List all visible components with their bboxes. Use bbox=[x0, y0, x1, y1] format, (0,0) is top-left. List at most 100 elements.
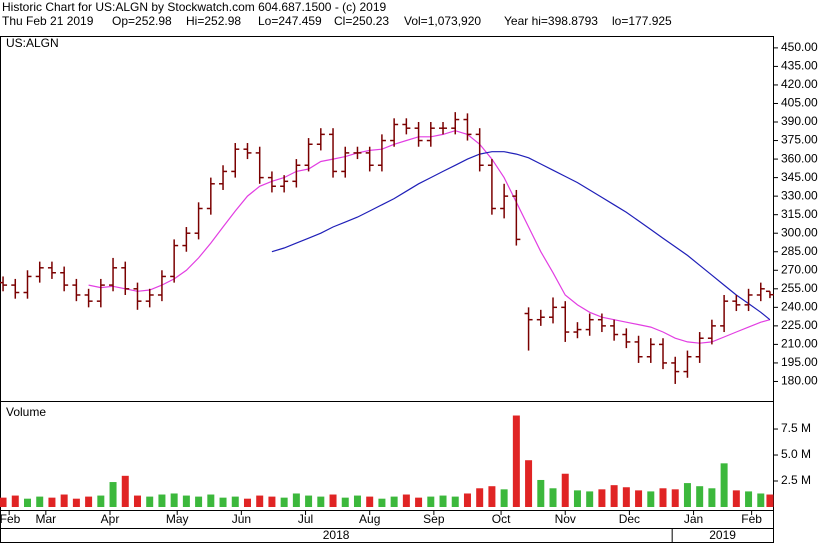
volume-bar bbox=[766, 494, 774, 507]
moving-average bbox=[271, 151, 771, 321]
volume-bar bbox=[451, 496, 459, 507]
volume-bar bbox=[598, 489, 606, 507]
header-stat: Cl=250.23 bbox=[334, 14, 389, 28]
y-tick-label: 225.00 bbox=[781, 318, 818, 332]
y-tick-label: 375.00 bbox=[781, 133, 818, 147]
volume-bar bbox=[549, 488, 557, 507]
volume-label: Volume bbox=[6, 405, 46, 419]
y-tick-label: 7.5 M bbox=[781, 421, 811, 435]
volume-bar bbox=[329, 494, 337, 507]
year-label: 2018 bbox=[323, 528, 350, 542]
y-tick-label: 255.00 bbox=[781, 281, 818, 295]
header-stat: Lo=247.459 bbox=[258, 14, 322, 28]
volume-bar bbox=[732, 490, 740, 507]
year-label: 2019 bbox=[709, 528, 736, 542]
volume-bar bbox=[647, 491, 655, 507]
volume-bar bbox=[622, 487, 630, 507]
header-title: Historic Chart for US:ALGN by Stockwatch… bbox=[2, 0, 386, 14]
volume-bar bbox=[439, 495, 447, 507]
volume-bar bbox=[268, 496, 276, 507]
y-tick-label: 240.00 bbox=[781, 300, 818, 314]
x-tick-label: Oct bbox=[492, 512, 511, 526]
y-tick-label: 435.00 bbox=[781, 59, 818, 73]
x-tick-label: Sep bbox=[423, 512, 445, 526]
volume-bar bbox=[121, 475, 129, 507]
volume-bar bbox=[463, 493, 471, 507]
volume-bar bbox=[537, 479, 545, 507]
volume-bar bbox=[195, 496, 203, 507]
volume-bar bbox=[60, 494, 68, 507]
y-tick-label: 2.5 M bbox=[781, 473, 811, 487]
x-tick-label: Jul bbox=[298, 512, 313, 526]
volume-bar bbox=[635, 490, 643, 507]
header-stat: Vol=1,073,920 bbox=[404, 14, 481, 28]
volume-bar bbox=[390, 496, 398, 507]
x-tick-label: Nov bbox=[555, 512, 576, 526]
volume-bar bbox=[683, 483, 691, 507]
x-tick-label: Jun bbox=[232, 512, 251, 526]
y-tick-label: 390.00 bbox=[781, 114, 818, 128]
symbol-label: US:ALGN bbox=[6, 36, 59, 50]
volume-bar bbox=[48, 497, 56, 507]
volume-bar bbox=[280, 497, 288, 507]
x-tick-label: Jan bbox=[684, 512, 703, 526]
volume-bar bbox=[659, 488, 667, 507]
volume-bar bbox=[292, 493, 300, 507]
x-tick-label: Aug bbox=[359, 512, 380, 526]
y-tick-label: 210.00 bbox=[781, 337, 818, 351]
volume-bar bbox=[512, 415, 520, 507]
x-tick-label: Dec bbox=[619, 512, 640, 526]
y-tick-label: 360.00 bbox=[781, 151, 818, 165]
volume-bar bbox=[757, 493, 765, 507]
y-tick-label: 345.00 bbox=[781, 170, 818, 184]
header-stat: lo=177.925 bbox=[612, 14, 672, 28]
volume-bar bbox=[317, 496, 325, 507]
header-stat: Hi=252.98 bbox=[186, 14, 241, 28]
volume-bar bbox=[158, 494, 166, 507]
volume-bar bbox=[561, 473, 569, 507]
volume-bar bbox=[231, 496, 239, 507]
x-tick-label: Feb bbox=[741, 512, 762, 526]
volume-bar bbox=[72, 498, 80, 507]
y-tick-label: 180.00 bbox=[781, 374, 818, 388]
volume-bar bbox=[353, 495, 361, 507]
y-tick-label: 450.00 bbox=[781, 40, 818, 54]
header-stats: Thu Feb 21 2019 Op=252.98 Hi=252.98 Lo=247.… bbox=[2, 14, 672, 28]
volume-bar bbox=[146, 496, 154, 507]
volume-bar bbox=[219, 497, 227, 507]
header-stat: Op=252.98 bbox=[112, 14, 172, 28]
volume-bar bbox=[708, 488, 716, 507]
y-tick-label: 405.00 bbox=[781, 96, 818, 110]
y-tick-label: 285.00 bbox=[781, 244, 818, 258]
volume-bar bbox=[610, 485, 618, 507]
volume-bar bbox=[133, 495, 141, 507]
volume-bar bbox=[207, 494, 215, 507]
volume-bar bbox=[488, 486, 496, 507]
volume-bar bbox=[745, 491, 753, 507]
y-tick-label: 270.00 bbox=[781, 262, 818, 276]
volume-bar bbox=[0, 497, 7, 507]
volume-bar bbox=[366, 496, 374, 507]
volume-bar bbox=[415, 497, 423, 507]
volume-bar bbox=[243, 498, 251, 507]
volume-bar bbox=[720, 463, 728, 507]
volume-bar bbox=[671, 489, 679, 507]
volume-bar bbox=[476, 488, 484, 507]
x-tick-label: May bbox=[166, 512, 189, 526]
volume-bar bbox=[378, 498, 386, 507]
volume-bar bbox=[36, 496, 44, 507]
x-tick-label: Feb bbox=[0, 512, 21, 526]
volume-bar bbox=[573, 490, 581, 507]
volume-bar bbox=[305, 495, 313, 507]
volume-bar bbox=[11, 495, 19, 507]
volume-bar bbox=[341, 497, 349, 507]
y-tick-label: 300.00 bbox=[781, 225, 818, 239]
y-tick-label: 330.00 bbox=[781, 188, 818, 202]
volume-bar bbox=[109, 482, 117, 507]
volume-bar bbox=[525, 460, 533, 507]
volume-bar bbox=[23, 498, 31, 507]
y-tick-label: 420.00 bbox=[781, 77, 818, 91]
volume-bar bbox=[696, 486, 704, 507]
